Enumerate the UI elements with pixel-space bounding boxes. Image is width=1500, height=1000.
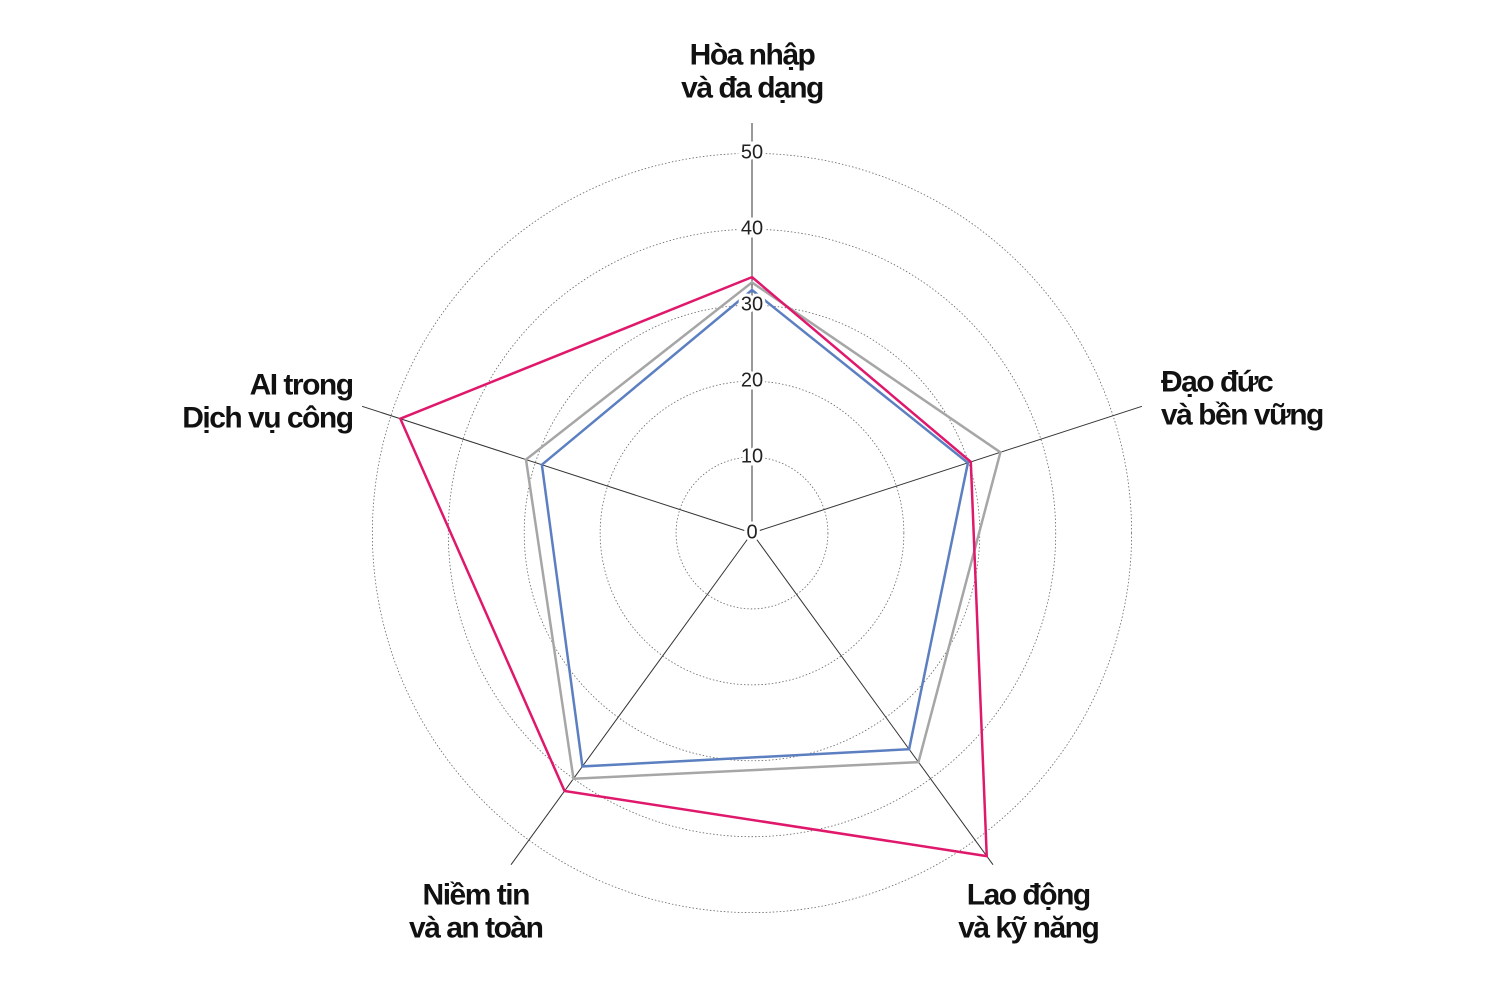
series-line	[524, 280, 1002, 781]
category-label-line: và đa dạng	[681, 71, 823, 104]
grid-circle	[371, 152, 1133, 914]
axis-line	[361, 405, 753, 534]
category-label: Niềm tin và an toàn	[409, 879, 543, 945]
axis-line	[510, 532, 753, 865]
r-tick-label: 50	[741, 142, 763, 164]
category-label-line: Niềm tin	[423, 879, 530, 912]
r-tick-label: 30	[741, 294, 763, 316]
category-label-line: Hòa nhập	[690, 38, 816, 71]
r-tick-label: 10	[741, 445, 763, 467]
series-line	[540, 288, 970, 768]
category-label: Đạo đức và bền vững	[1161, 366, 1323, 432]
category-label-line: và an toàn	[409, 912, 543, 945]
axis-line	[751, 405, 1143, 534]
r-tick-label: 0	[746, 521, 757, 543]
axis-line	[751, 532, 994, 865]
grid-circle	[447, 228, 1057, 838]
category-label-line: và bền vững	[1161, 399, 1323, 432]
category-label-line: Dịch vụ công	[182, 402, 353, 435]
category-label-line: và kỹ năng	[958, 912, 1098, 945]
category-label: Lao động và kỹ năng	[958, 879, 1098, 945]
series-line	[398, 275, 989, 858]
category-label-line: Đạo đức	[1161, 366, 1273, 399]
r-tick-label: 40	[741, 218, 763, 240]
category-label-line: AI trong	[250, 369, 353, 402]
category-label-line: Lao động	[967, 879, 1090, 912]
r-tick-label: 20	[741, 369, 763, 391]
category-label: AI trong Dịch vụ công	[182, 369, 353, 435]
category-label: Hòa nhập và đa dạng	[681, 38, 823, 104]
